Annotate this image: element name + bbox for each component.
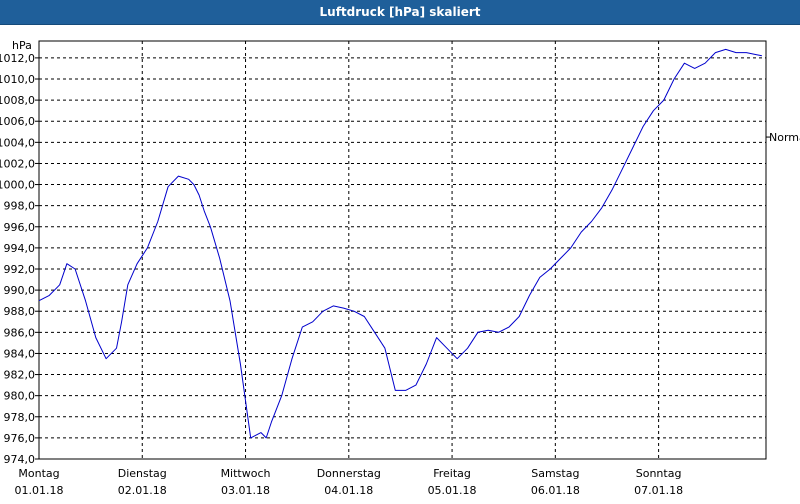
plot-frame bbox=[38, 40, 767, 460]
y-tick-label: 982,0 bbox=[4, 369, 36, 382]
x-tick-day-label: Montag bbox=[18, 467, 59, 480]
y-tick-label: 980,0 bbox=[4, 390, 36, 403]
pressure-chart: hPa 974,0976,0978,0980,0982,0984,0986,09… bbox=[0, 39, 800, 497]
x-tick-day-label: Donnerstag bbox=[317, 467, 381, 480]
x-tick-date-label: 03.01.18 bbox=[221, 484, 270, 497]
y-axis-unit-label: hPa bbox=[12, 39, 32, 52]
y-tick-label: 974,0 bbox=[4, 453, 36, 466]
y-tick-label: 1002,0 bbox=[0, 157, 35, 170]
y-tick-label: 988,0 bbox=[4, 305, 36, 318]
reference-label: Normal bbox=[769, 131, 800, 144]
y-tick-label: 978,0 bbox=[4, 411, 36, 424]
chart-title-bar: Luftdruck [hPa] skaliert bbox=[0, 0, 800, 25]
y-tick-label: 996,0 bbox=[4, 221, 36, 234]
y-tick-label: 1000,0 bbox=[0, 179, 35, 192]
x-tick-date-label: 01.01.18 bbox=[15, 484, 64, 497]
series-layer bbox=[38, 48, 763, 439]
y-tick-label: 1008,0 bbox=[0, 94, 35, 107]
x-tick-day-label: Dienstag bbox=[118, 467, 167, 480]
y-tick-label: 976,0 bbox=[4, 432, 36, 445]
x-tick-date-label: 02.01.18 bbox=[118, 484, 167, 497]
x-tick-day-label: Freitag bbox=[433, 467, 471, 480]
x-tick-date-label: 07.01.18 bbox=[634, 484, 683, 497]
y-tick-label: 1004,0 bbox=[0, 136, 35, 149]
y-tick-label: 1006,0 bbox=[0, 115, 35, 128]
y-tick-label: 994,0 bbox=[4, 242, 36, 255]
y-tick-label: 984,0 bbox=[4, 347, 36, 360]
chart-area: hPa 974,0 976,0 978,0 980,0 982,0 984,0 986,0 9… bbox=[0, 25, 800, 500]
y-tick-label: 990,0 bbox=[4, 284, 36, 297]
grid-layer bbox=[39, 41, 766, 460]
y-tick-label: 986,0 bbox=[4, 326, 36, 339]
x-tick-date-label: 06.01.18 bbox=[531, 484, 580, 497]
x-tick-day-label: Sonntag bbox=[636, 467, 682, 480]
x-tick-day-label: Mittwoch bbox=[221, 467, 271, 480]
reference-layer: Normal bbox=[766, 131, 800, 144]
y-tick-label: 1012,0 bbox=[0, 52, 35, 65]
x-tick-date-label: 05.01.18 bbox=[428, 484, 477, 497]
y-tick-label: 1010,0 bbox=[0, 73, 35, 86]
chart-title: Luftdruck [hPa] skaliert bbox=[319, 5, 481, 19]
y-axis-ticks: 974,0 976,0 978,0 980,0 982,0 984,0 986,0 988,0… bbox=[0, 52, 39, 466]
x-tick-date-label: 04.01.18 bbox=[324, 484, 373, 497]
x-tick-day-label: Samstag bbox=[531, 467, 579, 480]
y-tick-label: 998,0 bbox=[4, 200, 36, 213]
pressure-line bbox=[38, 48, 763, 439]
y-tick-label: 992,0 bbox=[4, 263, 36, 276]
x-axis-ticks: Montag 01.01.18 Dienstag 02.01.18 Mittwoch 03… bbox=[15, 467, 684, 497]
